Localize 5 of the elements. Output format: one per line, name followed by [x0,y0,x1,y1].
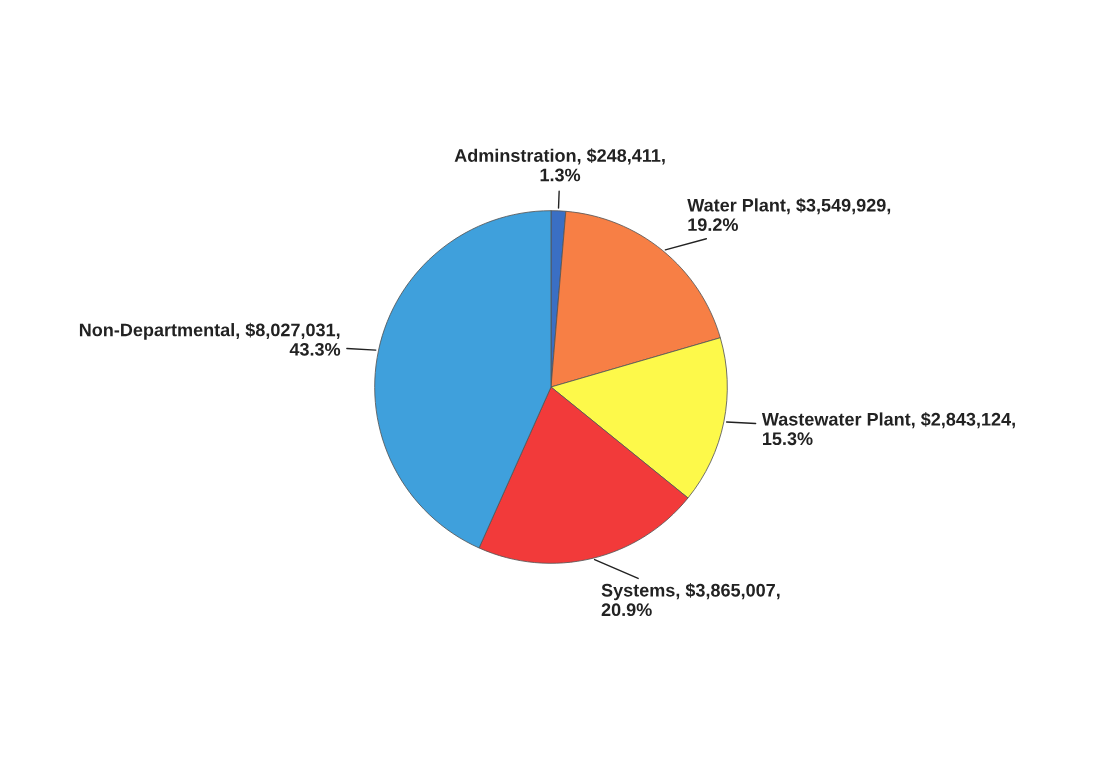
slice-label: Adminstration, $248,411, 1.3% [454,148,665,182]
slice-label: Systems, $3,865,007, 20.9% [601,583,780,617]
slice-label: Non-Departmental, $8,027,031, 43.3% [79,322,341,356]
slice-label: Wastewater Plant, $2,843,124, 15.3% [761,412,1015,446]
slice-label: Water Plant, $3,549,929, 19.2% [687,198,891,232]
